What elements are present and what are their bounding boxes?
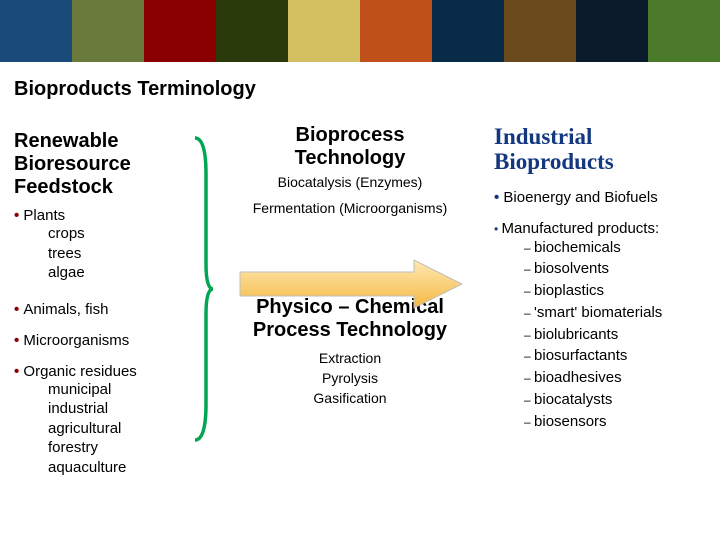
fermentation-line: Fermentation (Microorganisms) [215, 200, 485, 216]
banner-strip [0, 0, 720, 62]
product-item: biosolvents [524, 258, 716, 280]
pyrolysis-line: Pyrolysis [215, 370, 485, 386]
product-item: biosurfactants [524, 345, 716, 367]
product-item: biosensors [524, 411, 716, 433]
feedstock-subitem: agricultural [48, 419, 194, 439]
products-header: IndustrialBioproducts [494, 124, 716, 175]
bioprocess-header: BioprocessTechnology [215, 124, 485, 170]
column-feedstock: RenewableBioresourceFeedstock Plantscrop… [14, 130, 194, 477]
title-band: Bioproducts Terminology [12, 74, 282, 105]
feedstock-subitem: municipal [48, 380, 194, 400]
feedstock-item: Plants [14, 207, 194, 224]
product-item: 'smart' biomaterials [524, 302, 716, 324]
product-item: bioadhesives [524, 367, 716, 389]
feedstock-subitem: trees [48, 244, 194, 264]
feedstock-subitem: aquaculture [48, 458, 194, 478]
extraction-line: Extraction [215, 350, 485, 366]
flow-arrow [238, 258, 464, 310]
column-products: IndustrialBioproducts Bioenergy and Biof… [494, 124, 716, 432]
product-item: biocatalysts [524, 389, 716, 411]
feedstock-item: Animals, fish [14, 301, 194, 318]
page-title: Bioproducts Terminology [12, 74, 282, 105]
feedstock-header: RenewableBioresourceFeedstock [14, 130, 194, 199]
feedstock-subitem: algae [48, 263, 194, 283]
feedstock-subitem: industrial [48, 399, 194, 419]
gasification-line: Gasification [215, 390, 485, 406]
product-item: biochemicals [524, 237, 716, 259]
feedstock-subitem: crops [48, 224, 194, 244]
content-area: RenewableBioresourceFeedstock Plantscrop… [0, 130, 720, 540]
product-item: bioplastics [524, 280, 716, 302]
brace-icon [192, 134, 214, 444]
feedstock-item: Microorganisms [14, 332, 194, 349]
biocatalysis-line: Biocatalysis (Enzymes) [215, 174, 485, 190]
feedstock-item: Organic residues [14, 363, 194, 380]
manufactured-list: biochemicalsbiosolventsbioplastics'smart… [494, 237, 716, 433]
product-item: biolubricants [524, 324, 716, 346]
feedstock-subitem: forestry [48, 438, 194, 458]
bioenergy-bullet: Bioenergy and Biofuels [494, 189, 716, 206]
feedstock-list: Plantscropstreesalgae Animals, fish Microo… [14, 207, 194, 477]
manufactured-bullet: Manufactured products: [494, 220, 716, 237]
